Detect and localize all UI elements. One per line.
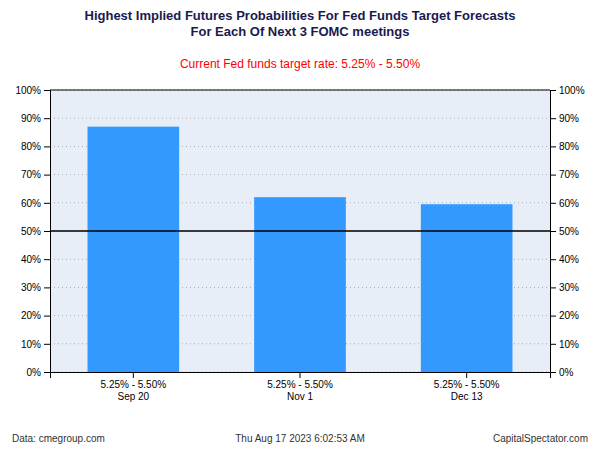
grid-line <box>50 118 550 119</box>
tick-mark <box>44 175 50 176</box>
tick: 50% <box>550 226 579 237</box>
footer: Thu Aug 17 2023 6:02:53 AM <box>235 433 365 444</box>
tick-mark <box>550 344 556 345</box>
tick: 30% <box>21 282 50 293</box>
tick-mark <box>44 344 50 345</box>
tick-label: 40% <box>21 254 41 265</box>
tick-mark <box>133 372 134 378</box>
marks <box>50 127 550 372</box>
tick-mark <box>300 372 301 378</box>
tick-label: 30% <box>559 282 579 293</box>
y-axis: 0% 10% 20% 30% 40% 50% 60% 70% 80% 90% 100% <box>15 85 50 378</box>
reference-line <box>50 230 550 232</box>
tick: 60% <box>550 198 579 209</box>
grid-line <box>50 90 550 91</box>
tick: 50% <box>21 226 50 237</box>
tick-label: 5.25% - 5.50%Dec 13 <box>434 379 500 402</box>
x-axis: 5.25% - 5.50%Sep 20 5.25% - 5.50%Nov 1 5.2… <box>51 372 551 402</box>
plot-background <box>50 90 550 372</box>
tick: 60% <box>21 198 50 209</box>
grid <box>50 90 550 372</box>
tick-mark <box>44 259 50 260</box>
frame-top <box>50 90 550 91</box>
tick-mark <box>466 372 467 378</box>
tick-label: 50% <box>21 226 41 237</box>
tick-mark <box>550 287 556 288</box>
bar <box>254 197 346 372</box>
tick-label: 100% <box>15 85 41 96</box>
chart-svg: Highest Implied Futures Probabilities Fo… <box>0 0 600 450</box>
axis-line <box>51 373 551 379</box>
tick-mark <box>550 316 556 317</box>
tick-label: 60% <box>559 198 579 209</box>
tick-label: 60% <box>21 198 41 209</box>
tick-label: 0% <box>27 367 42 378</box>
bar <box>88 127 180 372</box>
tick-label: 80% <box>559 141 579 152</box>
tick-mark <box>44 203 50 204</box>
tick: 5.25% - 5.50%Nov 1 <box>267 372 333 402</box>
tick: 10% <box>550 339 579 350</box>
tick: 40% <box>550 254 579 265</box>
tick: 0% <box>27 367 50 378</box>
tick-label: 5.25% - 5.50%Sep 20 <box>101 379 167 402</box>
footer: CapitalSpectator.com <box>493 433 588 444</box>
tick-mark <box>44 118 50 119</box>
tick-label: 100% <box>559 85 585 96</box>
tick: 20% <box>550 310 579 321</box>
tick-mark <box>550 90 556 91</box>
tick: 5.25% - 5.50%Sep 20 <box>101 372 167 402</box>
tick-label: 10% <box>21 339 41 350</box>
y-axis-right: 0% 10% 20% 30% 40% 50% 60% 70% 80% 90% 100% <box>550 85 585 378</box>
tick-label: 40% <box>559 254 579 265</box>
tick-label: 50% <box>559 226 579 237</box>
subtitle: Current Fed funds target rate: 5.25% - 5… <box>180 57 420 71</box>
tick-label: 90% <box>559 113 579 124</box>
tick-mark <box>550 118 556 119</box>
tick-mark <box>44 287 50 288</box>
tick-mark <box>550 175 556 176</box>
tick-label: 70% <box>21 169 41 180</box>
footer: Data: cmegroup.com <box>12 433 105 444</box>
tick-label: 0% <box>559 367 574 378</box>
tick-label: 10% <box>559 339 579 350</box>
tick: 0% <box>550 367 574 378</box>
tick: 5.25% - 5.50%Dec 13 <box>434 372 500 402</box>
tick: 90% <box>21 113 50 124</box>
tick-label: 5.25% - 5.50%Nov 1 <box>267 379 333 402</box>
tick: 100% <box>550 85 585 96</box>
tick: 30% <box>550 282 579 293</box>
tick: 70% <box>21 169 50 180</box>
tick-mark <box>44 372 50 373</box>
tick-mark <box>44 90 50 91</box>
tick: 90% <box>550 113 579 124</box>
tick: 40% <box>21 254 50 265</box>
grid-line <box>50 231 550 232</box>
tick: 100% <box>15 85 50 96</box>
tick-mark <box>44 231 50 232</box>
axis-line <box>551 91 557 373</box>
axis-line <box>44 91 51 373</box>
title: Highest Implied Futures Probabilities Fo… <box>85 8 516 39</box>
tick-mark <box>44 316 50 317</box>
tick-label: 90% <box>21 113 41 124</box>
tick: 80% <box>550 141 579 152</box>
tick-mark <box>550 231 556 232</box>
bar <box>421 204 513 372</box>
tick: 20% <box>21 310 50 321</box>
tick-label: 20% <box>21 310 41 321</box>
tick-mark <box>550 259 556 260</box>
tick-label: 20% <box>559 310 579 321</box>
tick: 70% <box>550 169 579 180</box>
tick: 80% <box>21 141 50 152</box>
plot: 0% 10% 20% 30% 40% 50% 60% 70% 80% 90% 100% 0% 10% 20… <box>15 85 584 402</box>
tick: 10% <box>21 339 50 350</box>
tick-label: 70% <box>559 169 579 180</box>
tick-mark <box>550 146 556 147</box>
tick-label: 30% <box>21 282 41 293</box>
tick-label: 80% <box>21 141 41 152</box>
tick-mark <box>550 203 556 204</box>
tick-mark <box>44 146 50 147</box>
